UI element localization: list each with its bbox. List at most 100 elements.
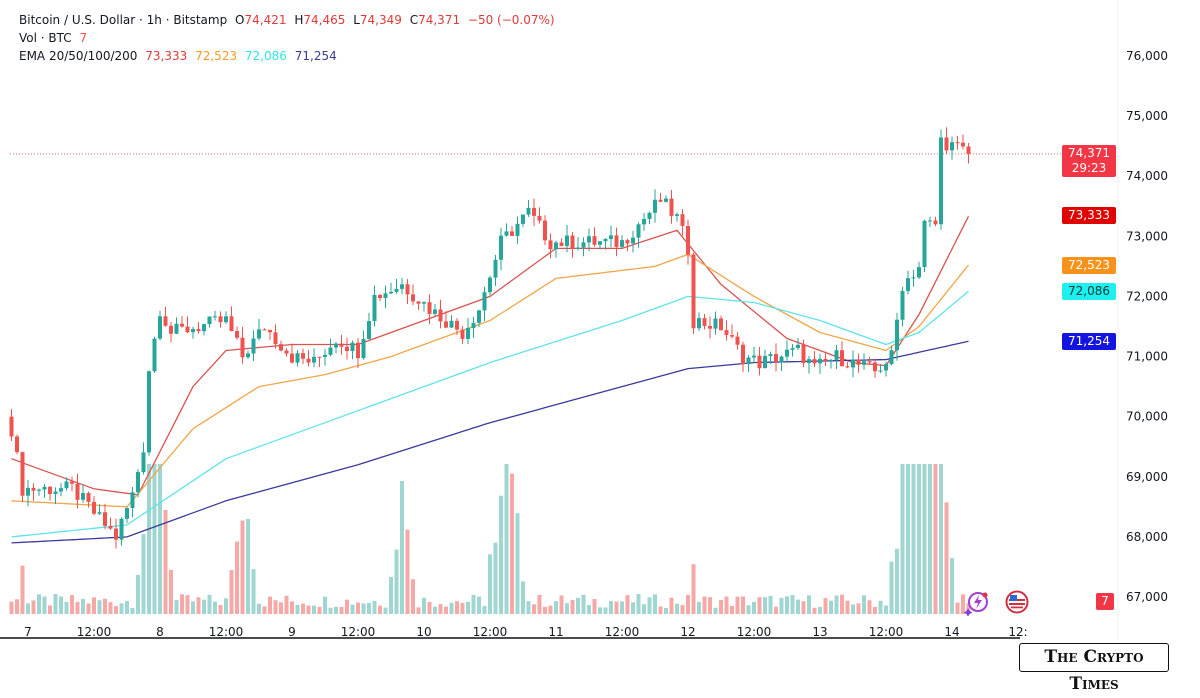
candle-body — [240, 337, 245, 358]
candle-body — [587, 236, 591, 243]
candle-body — [845, 366, 850, 368]
ema-line-ema50 — [11, 253, 970, 508]
candle — [576, 237, 580, 251]
candle — [565, 225, 569, 253]
volume-bar — [642, 604, 646, 614]
low-label: L — [353, 13, 360, 27]
candle-body — [284, 350, 289, 354]
volume-bar — [141, 534, 146, 614]
volume-bar — [273, 600, 278, 614]
x-tick-label: 9 — [288, 625, 296, 639]
close-label: C — [409, 13, 419, 27]
lightning-sparkle-icon[interactable] — [963, 590, 990, 617]
candle — [334, 342, 338, 354]
candle-body — [273, 332, 278, 345]
candle-body — [906, 278, 910, 292]
candle-body — [328, 347, 333, 355]
volume-bar — [257, 603, 261, 614]
volume-bar — [207, 594, 212, 614]
candle-body — [103, 512, 107, 526]
volume-bar — [829, 600, 833, 614]
candle — [801, 339, 806, 368]
volume-bar — [81, 598, 85, 614]
candle-body — [306, 358, 311, 363]
change-value: −50 (−0.07%) — [467, 13, 555, 27]
ema50-value: 72,523 — [195, 49, 238, 63]
candle-body — [334, 343, 338, 348]
candle — [625, 238, 630, 252]
candle — [829, 359, 833, 369]
volume-bar — [889, 561, 894, 614]
volume-bar — [86, 603, 91, 614]
candle — [669, 189, 674, 224]
candle-body — [543, 220, 547, 241]
candle — [207, 316, 212, 328]
volume-bar — [163, 509, 168, 614]
candle — [653, 189, 657, 223]
candle — [911, 269, 916, 287]
volume-bar — [510, 473, 514, 614]
candle-body — [823, 358, 828, 361]
us-flag-icon[interactable] — [1005, 590, 1029, 614]
price-chart[interactable]: 76,000 75,000 74,000 73,000 72,000 71,000 70,0… — [0, 0, 1200, 675]
candle — [845, 361, 850, 369]
candle-body — [262, 329, 267, 331]
candle-body — [339, 343, 344, 347]
candle — [840, 341, 844, 367]
volume-bar — [702, 596, 707, 614]
volume-bar — [400, 481, 404, 614]
candle — [158, 310, 162, 341]
candle — [196, 322, 201, 334]
candle-body — [862, 361, 866, 365]
high-value: 74,465 — [303, 13, 346, 27]
candle-body — [279, 344, 283, 351]
candle-body — [570, 235, 575, 249]
volume-bar — [323, 596, 327, 614]
candle — [961, 134, 965, 150]
candle — [592, 227, 597, 247]
volume-bar — [114, 606, 118, 614]
candle — [136, 469, 140, 498]
candle — [664, 195, 668, 203]
candle — [180, 315, 184, 328]
volume-bar — [746, 605, 751, 614]
volume-bar — [191, 601, 195, 614]
candle-body — [636, 224, 641, 238]
x-tick-label: 12:00 — [341, 625, 376, 639]
candle-body — [119, 518, 124, 540]
candle — [548, 233, 553, 259]
candle-body — [455, 320, 459, 330]
candle — [169, 322, 173, 343]
volume-bar — [185, 595, 190, 614]
candle — [774, 343, 778, 372]
x-tick-label: 12:00 — [605, 625, 640, 639]
y-tick-label: 75,000 — [1126, 109, 1168, 123]
volume-bar — [378, 605, 382, 614]
volume-bar — [411, 579, 415, 614]
candle-body — [191, 328, 195, 333]
volume-bar — [779, 597, 784, 614]
candle — [9, 409, 14, 442]
candle-body — [757, 355, 762, 369]
volume-bar — [42, 596, 47, 614]
candle-body — [422, 302, 426, 304]
candle-body — [669, 198, 674, 216]
candle — [939, 129, 943, 230]
candle — [812, 351, 817, 368]
candle — [917, 261, 921, 280]
candle — [796, 338, 800, 351]
volume-bar — [367, 602, 371, 614]
candle — [757, 347, 762, 376]
candle — [900, 286, 905, 327]
candle — [554, 240, 558, 258]
candle-body — [609, 235, 613, 239]
candle — [37, 488, 41, 496]
candle-body — [185, 326, 190, 333]
legend-symbol-row: Bitcoin / U.S. Dollar · 1h · Bitstamp O7… — [19, 11, 559, 29]
candle — [724, 320, 729, 341]
volume-bar — [444, 606, 448, 614]
candle-body — [730, 335, 734, 337]
volume-bar — [856, 603, 861, 614]
candle — [884, 361, 888, 377]
ema200-tag: 71,254 — [1062, 333, 1116, 350]
